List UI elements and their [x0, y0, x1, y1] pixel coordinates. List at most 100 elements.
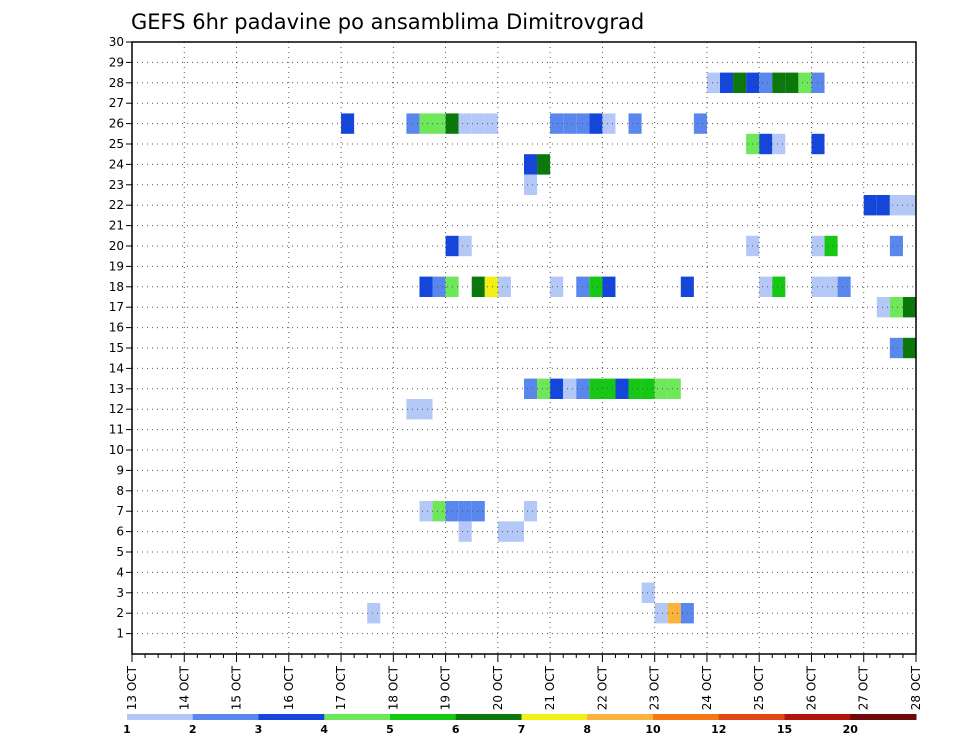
- colorbar-swatch: [784, 714, 851, 720]
- colorbar-label: 5: [386, 723, 394, 736]
- precip-cell: [458, 113, 472, 134]
- precip-cell: [654, 378, 668, 399]
- precip-cell: [785, 72, 799, 93]
- x-tick-label: 14 OCT: [177, 665, 191, 710]
- colorbar-label: 20: [843, 723, 859, 736]
- y-tick-label: 4: [116, 565, 124, 579]
- precip-cell: [772, 72, 786, 93]
- precip-cell: [902, 297, 916, 318]
- precip-cell: [484, 113, 498, 134]
- precip-cell: [889, 337, 903, 359]
- y-tick-label: 25: [109, 137, 124, 151]
- x-tick-label: 18 OCT: [386, 665, 400, 710]
- y-tick-label: 30: [109, 35, 124, 49]
- y-tick-label: 27: [109, 96, 124, 110]
- precip-cell: [876, 297, 890, 318]
- precip-cell: [602, 276, 616, 297]
- precip-cell: [550, 378, 564, 399]
- precip-cell: [367, 603, 381, 624]
- precip-cell: [497, 521, 511, 542]
- colorbar-swatch: [390, 714, 457, 720]
- precip-cell: [876, 195, 890, 216]
- precip-cell: [602, 113, 616, 134]
- precip-cell: [667, 378, 681, 399]
- precip-cell: [706, 72, 720, 93]
- y-tick-label: 24: [109, 157, 124, 171]
- colorbar-label: 2: [189, 723, 197, 736]
- precip-cell: [654, 603, 668, 624]
- x-tick-label: 25 OCT: [752, 665, 766, 710]
- precip-cell: [432, 501, 446, 522]
- colorbar-label: 12: [711, 723, 726, 736]
- colorbar-label: 7: [518, 723, 526, 736]
- precip-cell: [759, 276, 773, 297]
- y-tick-label: 13: [109, 382, 124, 396]
- y-tick-label: 11: [109, 423, 124, 437]
- y-tick-label: 5: [116, 545, 124, 559]
- x-tick-label: 15 OCT: [230, 665, 244, 710]
- precip-cell: [889, 235, 903, 257]
- precip-cell: [563, 113, 577, 134]
- precip-cell: [471, 276, 485, 297]
- precip-cell: [471, 501, 485, 522]
- precip-cell: [432, 276, 446, 297]
- colorbar-swatch: [718, 714, 785, 720]
- y-tick-label: 14: [109, 361, 124, 375]
- precip-cell: [589, 113, 603, 134]
- precip-cell: [537, 154, 551, 175]
- precip-cell: [628, 378, 642, 399]
- y-tick-label: 12: [109, 402, 124, 416]
- precip-cell: [537, 378, 551, 399]
- x-tick-label: 20 OCT: [491, 665, 505, 710]
- precip-cell: [720, 72, 734, 93]
- x-tick-label: 27 OCT: [857, 665, 871, 710]
- colorbar-label: 10: [645, 723, 661, 736]
- x-tick-label: 24 OCT: [700, 665, 714, 710]
- precip-cell: [667, 603, 681, 624]
- precip-cell: [524, 174, 538, 195]
- precip-cell: [641, 582, 655, 603]
- colorbar-swatch: [653, 714, 720, 720]
- precip-cell: [458, 501, 472, 522]
- plot-frame: [131, 41, 917, 655]
- precip-cell: [419, 501, 433, 522]
- precip-cell: [550, 113, 564, 134]
- y-tick-label: 29: [109, 55, 124, 69]
- y-tick-label: 19: [109, 259, 124, 273]
- y-tick-label: 9: [116, 463, 124, 477]
- precip-cell: [550, 276, 564, 297]
- x-tick-label: 13 OCT: [125, 665, 139, 710]
- x-tick-label: 16 OCT: [282, 665, 296, 710]
- precip-cell: [432, 113, 446, 134]
- y-tick-label: 16: [109, 321, 124, 335]
- colorbar-swatch: [127, 714, 194, 720]
- precip-cell: [889, 195, 903, 216]
- grid-layer: [132, 41, 916, 654]
- y-tick-label: 21: [109, 219, 124, 233]
- y-tick-label: 23: [109, 178, 124, 192]
- precip-cell: [602, 378, 616, 399]
- precip-cell: [589, 378, 603, 399]
- precip-cell: [798, 72, 812, 93]
- precip-cell: [824, 235, 838, 257]
- y-tick-label: 7: [116, 504, 124, 518]
- precip-cell: [524, 154, 538, 175]
- axis-layer: 1234567891011121314151617181920212223242…: [109, 35, 923, 710]
- precip-cell: [759, 72, 773, 93]
- y-tick-label: 22: [109, 198, 124, 212]
- precip-cell: [524, 501, 538, 522]
- x-tick-label: 23 OCT: [648, 665, 662, 710]
- precip-cell: [628, 113, 642, 134]
- precip-cell: [419, 399, 433, 420]
- x-tick-label: 17 OCT: [334, 665, 348, 710]
- precip-cell: [772, 133, 786, 155]
- y-tick-label: 8: [116, 484, 124, 498]
- precip-cell: [772, 276, 786, 297]
- y-tick-label: 20: [109, 239, 124, 253]
- x-tick-label: 26 OCT: [804, 665, 818, 710]
- x-tick-label: 21 OCT: [543, 665, 557, 710]
- precip-cell: [458, 521, 472, 542]
- precip-cell: [902, 337, 916, 359]
- precip-cell: [497, 276, 511, 297]
- y-tick-label: 2: [116, 606, 124, 620]
